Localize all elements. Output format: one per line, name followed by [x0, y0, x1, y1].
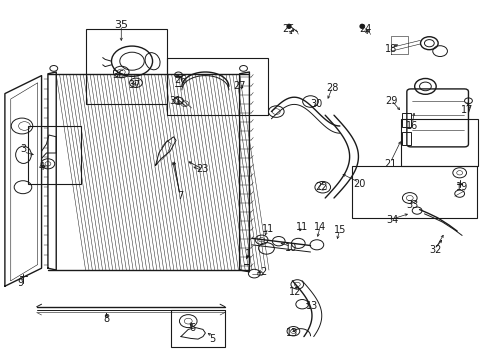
Text: 13: 13 [285, 328, 298, 338]
Text: 5: 5 [209, 334, 215, 344]
Text: 27: 27 [233, 81, 245, 91]
Text: 24: 24 [359, 24, 371, 34]
Text: 7: 7 [177, 191, 183, 201]
Text: 33: 33 [405, 200, 418, 210]
Text: 11: 11 [295, 222, 308, 232]
Bar [85, 29, 167, 104]
Bar [28, 126, 81, 184]
Text: 26: 26 [173, 75, 186, 85]
Bar [351, 166, 476, 218]
Bar [400, 119, 477, 166]
Text: 28: 28 [325, 83, 338, 93]
Text: 29: 29 [384, 96, 397, 106]
Text: 4: 4 [39, 162, 44, 172]
Text: 10: 10 [284, 243, 297, 253]
Text: 25: 25 [282, 24, 294, 34]
Text: 16: 16 [405, 121, 418, 131]
Text: 31: 31 [168, 96, 181, 106]
Text: 13: 13 [305, 301, 318, 311]
Text: 23: 23 [196, 164, 209, 174]
Text: 20: 20 [352, 179, 365, 189]
Text: 21: 21 [383, 159, 396, 169]
Text: 6: 6 [189, 323, 195, 333]
Text: 14: 14 [313, 222, 326, 232]
Text: 22: 22 [315, 182, 327, 192]
Text: 9: 9 [18, 278, 23, 288]
Text: 8: 8 [103, 314, 109, 324]
Text: 12: 12 [288, 287, 301, 297]
Text: 32: 32 [428, 245, 441, 255]
Text: 35: 35 [114, 20, 128, 30]
Bar [401, 132, 410, 145]
Bar [401, 113, 410, 127]
Text: ●: ● [358, 23, 364, 29]
Text: 15: 15 [333, 225, 346, 235]
Text: 3: 3 [20, 144, 26, 154]
Text: 2: 2 [260, 267, 265, 277]
Text: 19: 19 [455, 182, 468, 192]
Text: 36: 36 [112, 69, 125, 80]
Text: 11: 11 [261, 224, 274, 234]
Text: 17: 17 [460, 105, 472, 115]
Text: 30: 30 [310, 99, 323, 109]
Text: 18: 18 [384, 44, 397, 54]
Text: 1: 1 [245, 249, 251, 259]
Bar [167, 58, 267, 115]
Text: 34: 34 [386, 215, 398, 225]
Bar [171, 310, 224, 347]
Text: 37: 37 [128, 80, 141, 90]
Text: ●: ● [285, 23, 291, 29]
